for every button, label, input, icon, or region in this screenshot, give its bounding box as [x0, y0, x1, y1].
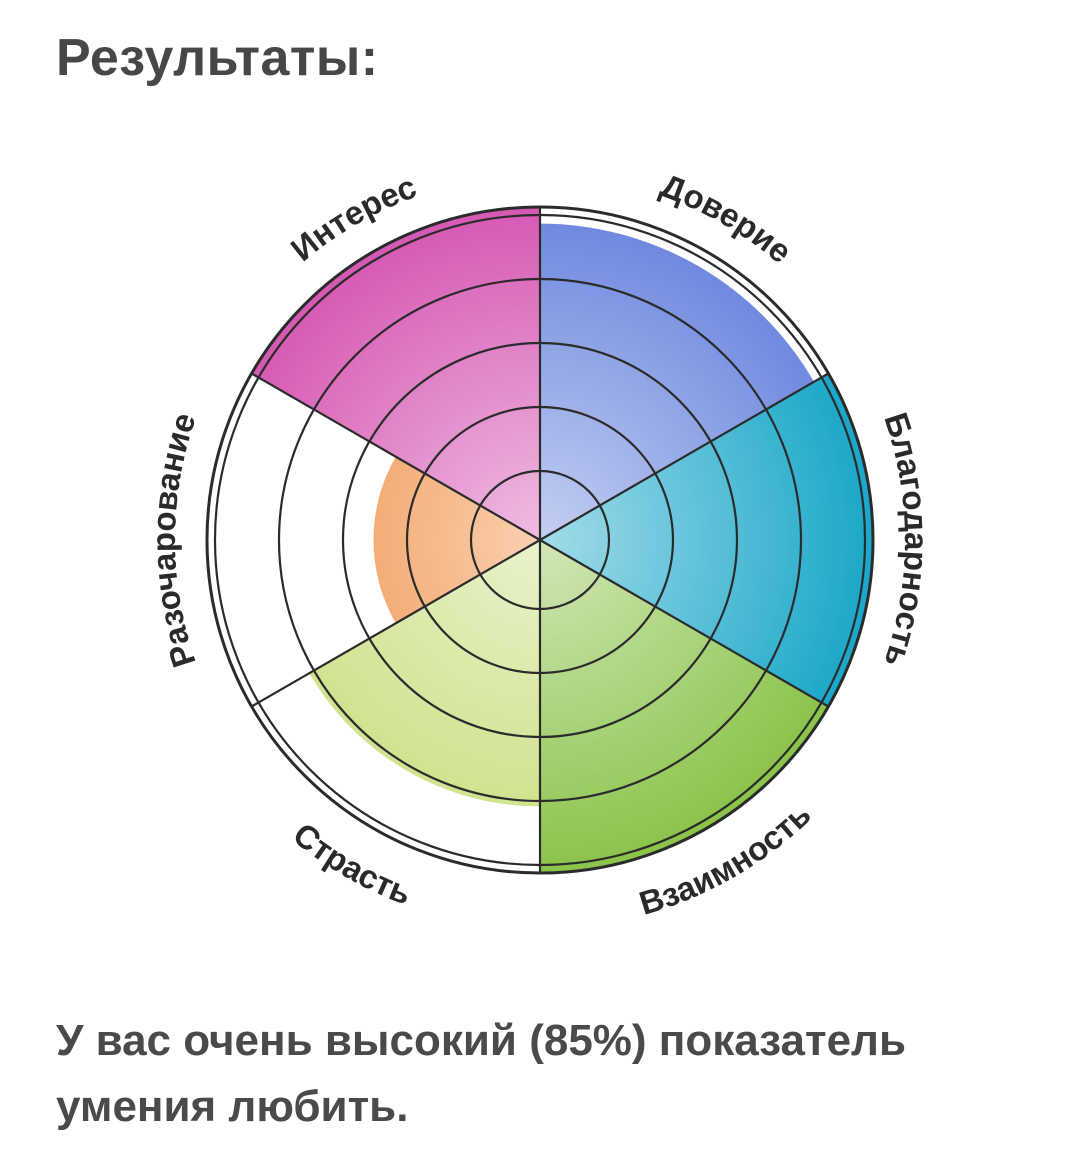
category-label: Страсть [286, 815, 416, 911]
spoke-5 [251, 539, 541, 708]
spoke-3 [539, 539, 829, 708]
category-label: Благодарность [877, 408, 935, 672]
segment-1 [540, 223, 814, 540]
segment-5 [373, 456, 540, 624]
outer-ring [205, 205, 875, 875]
spoke-6 [251, 372, 541, 541]
polar-chart: Доверие Благодарность Взаимность Страсть Раз… [0, 150, 1080, 930]
polar-chart-svg: ДовериеБлагодарностьВзаимностьСтрастьРаз… [145, 166, 935, 921]
result-text: У вас очень высокий (85%) показатель уме… [56, 1016, 907, 1131]
spoke-2 [539, 372, 829, 541]
segment-2 [540, 373, 873, 707]
category-label: Разочарование [145, 408, 203, 672]
category-label: Доверие [656, 166, 799, 270]
page-title: Результаты: [56, 29, 379, 87]
segment-4 [309, 540, 540, 807]
